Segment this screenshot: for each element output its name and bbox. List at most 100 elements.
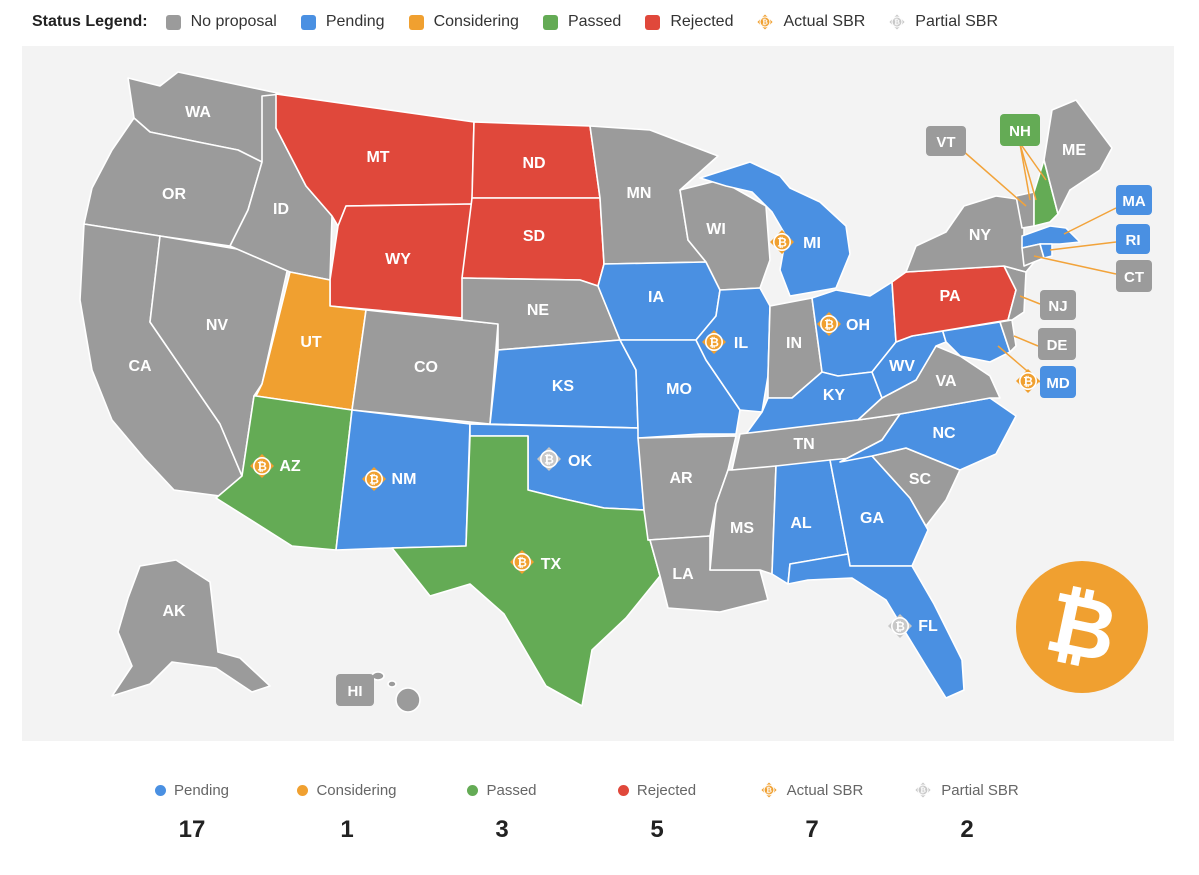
state-label-WY: WY [385,251,411,268]
legend-label-rejected: Rejected [670,13,734,30]
svg-text:MA: MA [1122,193,1145,210]
map-panel: ₿ [22,46,1174,741]
considering-dot [297,784,309,796]
svg-text:DE: DE [1047,337,1068,354]
state-label-SC: SC [909,471,932,488]
state-FL[interactable] [787,553,965,699]
state-IL[interactable] [695,287,771,413]
state-label-ND: ND [522,155,545,172]
state-label-KS: KS [552,378,575,395]
state-label-SD: SD [523,228,545,245]
svg-text:CT: CT [1124,269,1144,286]
us-map: ₿ [79,71,1152,713]
state-label-CO: CO [414,359,438,376]
state-label-OK: OK [568,453,592,470]
state-TX[interactable] [391,435,661,707]
state-label-MO: MO [666,381,692,398]
svg-text:MD: MD [1046,375,1069,392]
stat-passed: Passed 3 [422,770,582,844]
rejected-dot [617,784,629,796]
legend-swatch-pending [300,14,316,30]
legend-swatch-considering [408,14,424,30]
legend-item-rejected: Rejected [645,13,733,31]
legend-label-actual-sbr: Actual SBR [783,13,866,30]
legend-swatch-rejected [645,14,661,30]
state-ME[interactable] [1043,99,1113,215]
bitcoin-icon: ₿ [757,14,774,30]
pending-dot [154,784,166,796]
stat-label: Passed [486,781,537,799]
tag-NJ: NJ [1040,290,1076,320]
legend-label-passed: Passed [567,13,622,30]
state-label-AZ: AZ [279,458,301,475]
state-RI[interactable] [1039,243,1053,259]
state-label-IA: IA [648,289,664,306]
tag-DE: DE [1038,328,1076,360]
state-labels: WA OR CA NV ID MT WY UT CO AZ NM ND SD N… [128,104,991,635]
legend-title: Status Legend: [32,13,148,30]
stat-label: Rejected [636,781,697,799]
state-label-WA: WA [185,104,211,121]
state-LA[interactable] [647,535,769,613]
stat-value: 3 [495,816,509,843]
state-label-VA: VA [935,373,956,390]
bitcoin-icon [1016,561,1148,693]
tag-MD: MD [1040,366,1076,398]
passed-dot [467,784,479,796]
stat-value: 7 [805,816,819,843]
legend-swatch-no-proposal [165,14,181,30]
svg-text:VT: VT [936,134,955,151]
state-label-PA: PA [939,288,960,305]
state-label-MI: MI [803,235,821,252]
legend-label-pending: Pending [325,13,385,30]
state-NC[interactable] [839,397,1017,471]
state-label-TN: TN [793,436,814,453]
state-label-WI: WI [706,221,726,238]
stat-label: Partial SBR [941,781,1019,799]
state-label-FL: FL [918,618,938,635]
bitcoin-icon: ₿ [889,14,905,30]
state-label-MN: MN [627,185,652,202]
svg-text:NJ: NJ [1048,298,1067,315]
state-NH[interactable] [1033,159,1059,227]
stat-label: Actual SBR [786,781,864,799]
legend-item-actual-sbr: ₿ Actual SBR [757,13,865,31]
state-AR[interactable] [637,435,737,541]
legend-label-no-proposal: No proposal [190,13,277,30]
state-label-IN: IN [786,335,802,352]
state-label-ID: ID [273,201,289,218]
state-label-NE: NE [527,302,550,319]
state-MI[interactable] [699,161,851,297]
tag-RI: RI [1116,224,1150,254]
stat-rejected: Rejected 5 [577,770,737,844]
stat-value: 5 [650,816,664,843]
state-label-IL: IL [734,335,748,352]
state-label-GA: GA [860,510,884,527]
bitcoin-icon: ₿ [915,782,931,798]
tag-VT: VT [926,126,966,156]
legend-item-considering: Considering [408,13,519,31]
state-label-NV: NV [206,317,229,334]
svg-text:₿: ₿ [763,18,769,27]
state-label-OR: OR [162,186,186,203]
state-HI[interactable] [371,671,421,713]
state-label-NM: NM [392,471,417,488]
svg-text:RI: RI [1126,232,1141,249]
state-label-WV: WV [889,358,915,375]
stat-pending: Pending 17 [112,770,272,844]
tag-NH: NH [1000,114,1040,146]
tag-MA: MA [1116,185,1152,215]
state-label-AK: AK [162,603,186,620]
state-AK[interactable] [111,559,271,697]
stat-partial-sbr: ₿ Partial SBR 2 [887,770,1047,844]
tag-HI: HI [336,674,374,706]
legend-item-partial-sbr: ₿ Partial SBR [889,13,998,31]
svg-text:₿: ₿ [894,18,900,27]
stat-value: 1 [340,816,354,843]
stat-value: 2 [960,816,974,843]
legend-item-pending: Pending [300,13,385,31]
state-label-LA: LA [672,566,694,583]
svg-text:NH: NH [1009,123,1031,140]
svg-text:₿: ₿ [920,786,926,795]
legend-label-partial-sbr: Partial SBR [915,13,998,30]
